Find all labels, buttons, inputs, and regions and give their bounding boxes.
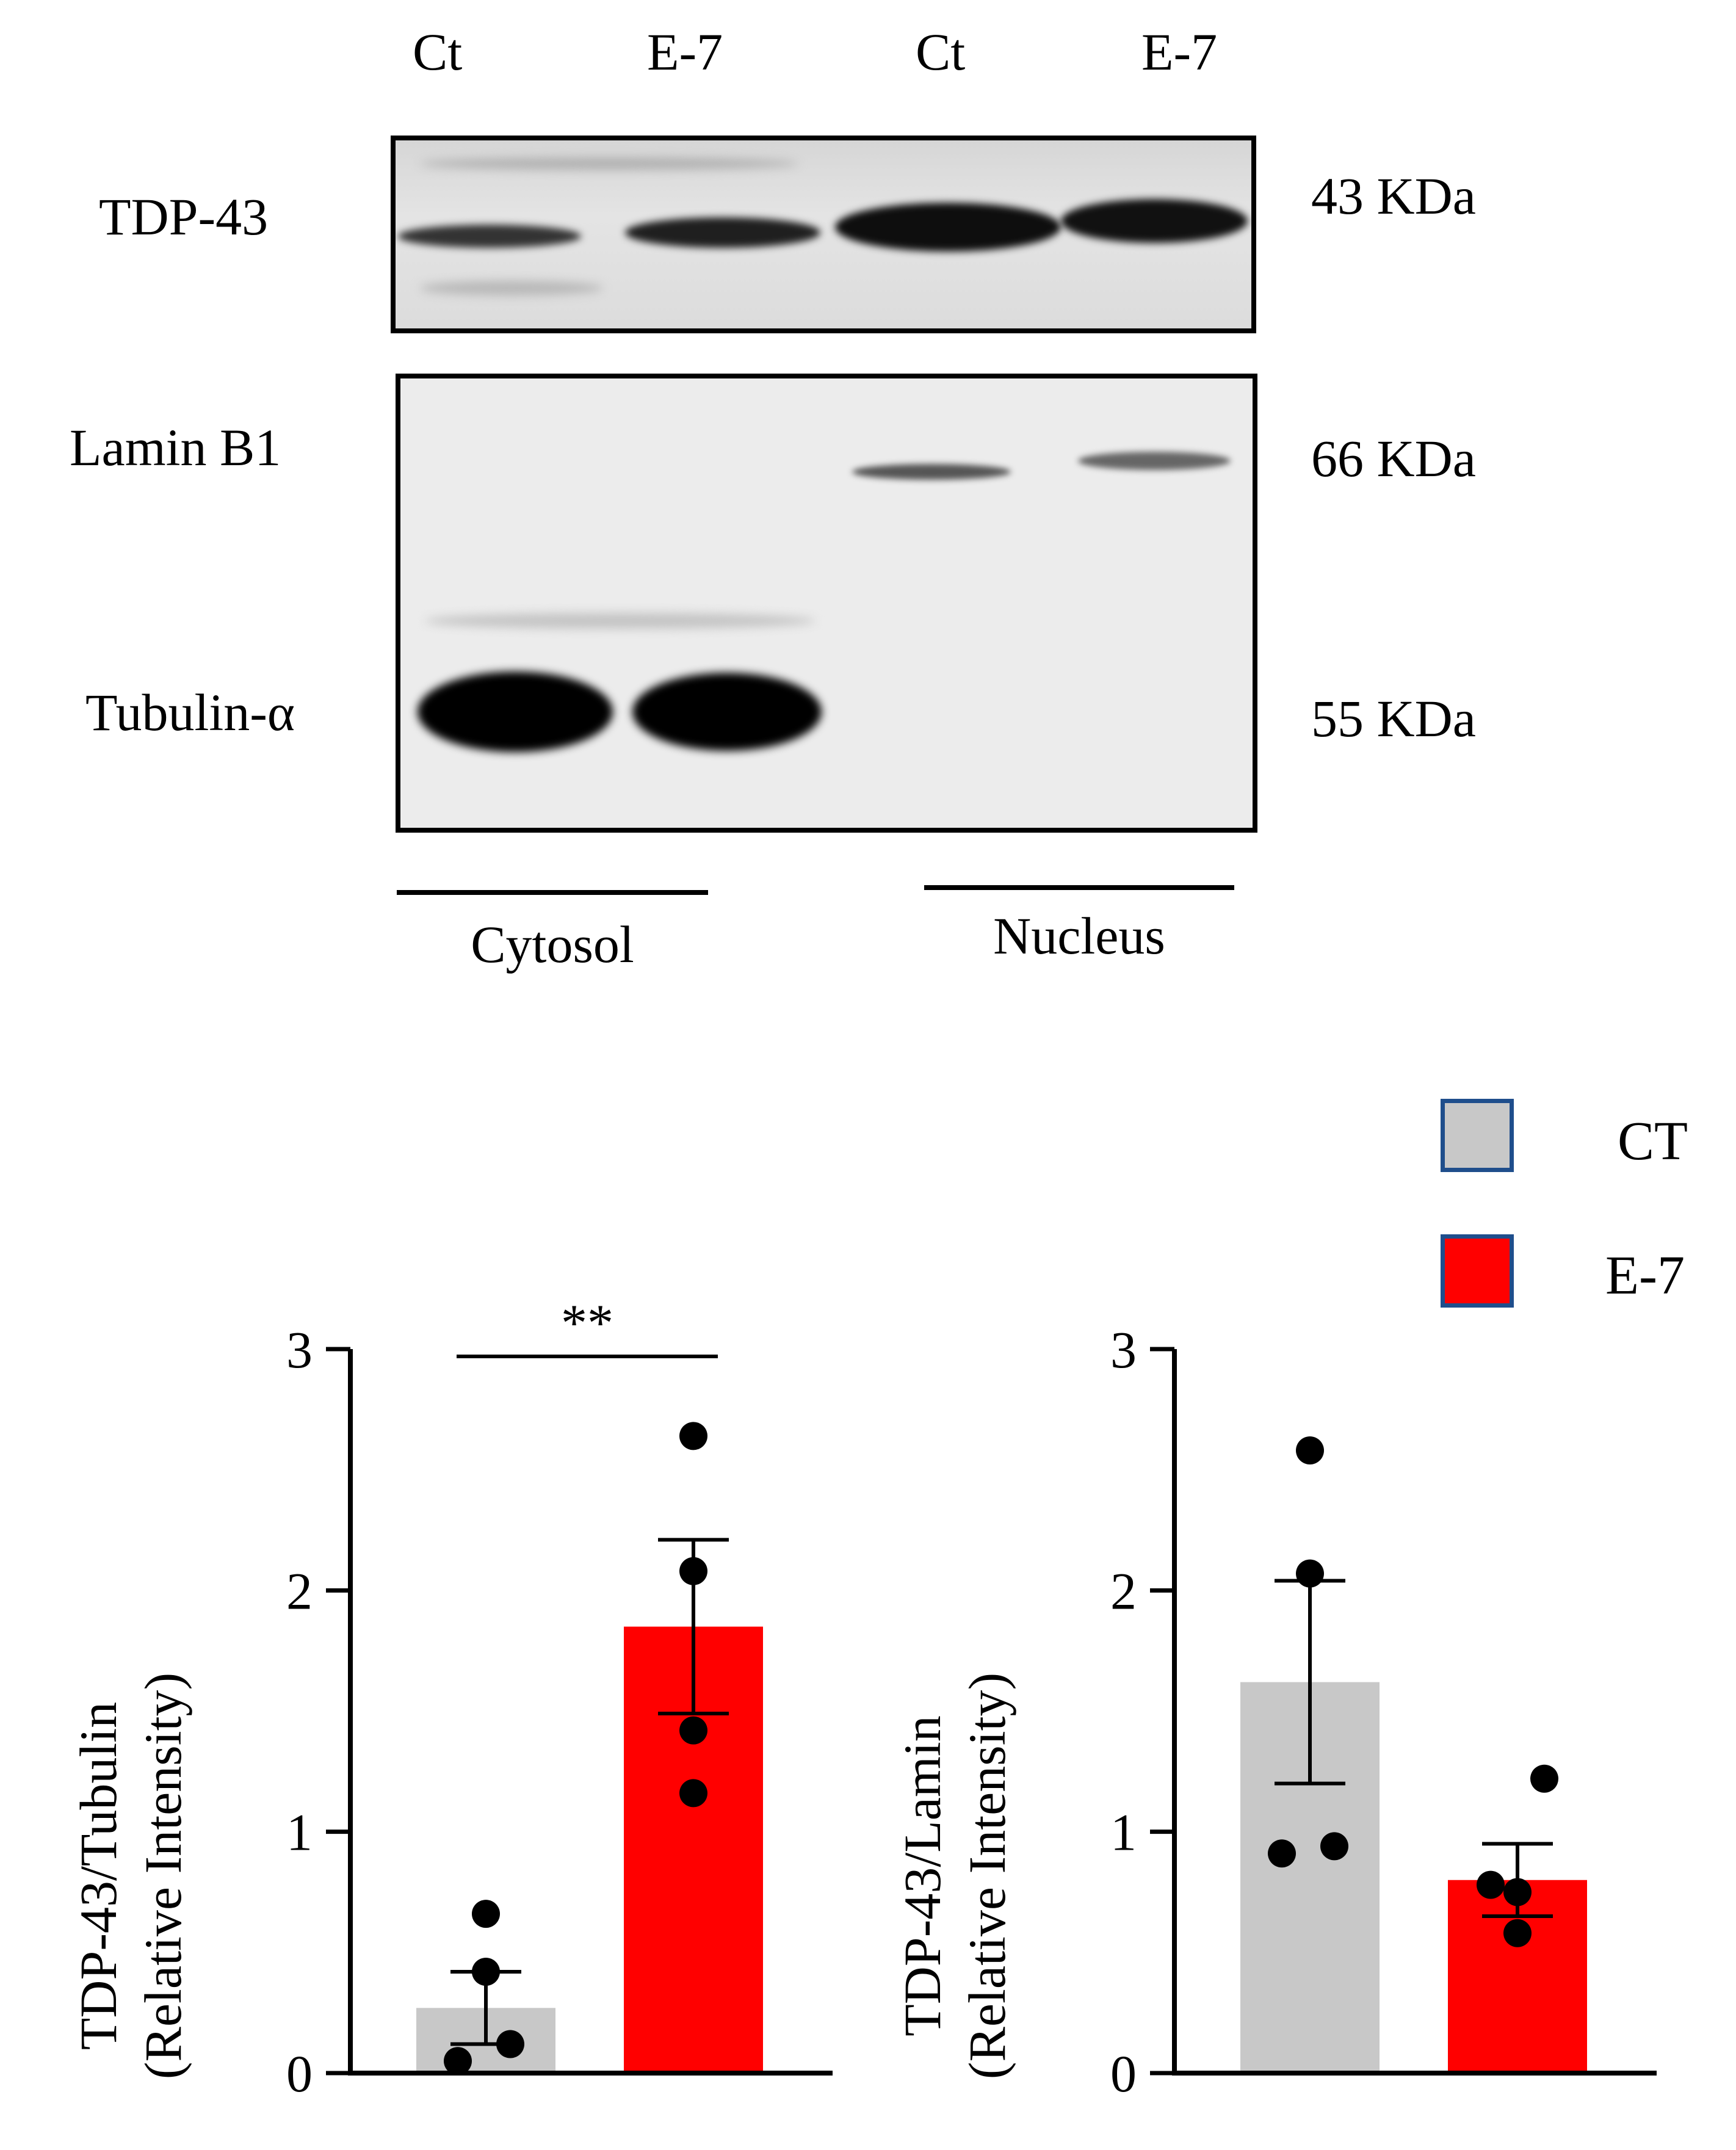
data-point-e-7 [679, 1716, 707, 1745]
y-tick-label: 3 [286, 1320, 313, 1379]
data-point-e-7 [679, 1557, 707, 1585]
y-tick-label: 2 [1110, 1562, 1137, 1620]
data-point-ct [1320, 1832, 1348, 1861]
nucleus-bracket-line [924, 885, 1234, 890]
data-point-ct [1296, 1559, 1324, 1588]
fraction-label-cytosol: Cytosol [471, 915, 634, 974]
data-point-e-7 [1503, 1878, 1532, 1906]
legend-swatch-ct [1441, 1099, 1514, 1172]
y-axis-title-line1: TDP-43/Tubulin [69, 1702, 128, 2050]
significance-label: ** [561, 1294, 613, 1352]
band-tubulin-faint [425, 613, 816, 629]
data-point-ct [1296, 1436, 1324, 1465]
data-point-ct [496, 2030, 524, 2058]
chart-2: 0 1 2 3 TDP-43/Lamin (Relative Intensity) [893, 1320, 1657, 2103]
data-point-ct [444, 2047, 472, 2076]
lane-label-e7-2: E-7 [1141, 23, 1218, 81]
row-label-lamin-b1: Lamin B1 [70, 418, 281, 477]
band-tdp43-ct-cytosol [398, 225, 581, 248]
lane-label-ct-1: Ct [413, 23, 463, 81]
data-point-e-7 [679, 1779, 707, 1808]
band-faint-lower [420, 281, 603, 295]
lane-label-e7-1: E-7 [647, 23, 723, 81]
legend-swatch-e7 [1441, 1234, 1514, 1308]
row-label-tubulin: Tubulin-α [85, 683, 295, 742]
kda-label-66: 66 KDa [1311, 429, 1476, 488]
kda-label-55: 55 KDa [1311, 689, 1476, 748]
y-tick-label: 1 [1110, 1803, 1137, 1862]
band-lamin-e7-nucleus [1078, 452, 1231, 470]
band-tdp43-e7-cytosol [625, 217, 820, 248]
data-point-e-7 [1477, 1870, 1505, 1899]
y-tick-label: 1 [286, 1803, 313, 1862]
legend-label-e7: E-7 [1605, 1245, 1685, 1306]
band-tdp43-ct-nucleus [835, 203, 1061, 252]
y-axis-title-line1: TDP-43/Lamin [893, 1715, 952, 2036]
row-label-tdp43: TDP-43 [99, 187, 269, 246]
y-axis-title-line2: (Relative Intensity) [134, 1673, 192, 2079]
band-tubulin-e7-cytosol [632, 673, 822, 751]
cytosol-bracket-line [397, 890, 708, 895]
band-lamin-ct-nucleus [852, 464, 1011, 480]
kda-label-43: 43 KDa [1311, 167, 1476, 225]
data-point-e-7 [679, 1422, 707, 1450]
legend-label-ct: CT [1618, 1111, 1688, 1171]
data-point-ct [472, 1957, 500, 1986]
y-tick-label: 2 [286, 1562, 313, 1620]
legend: CT E-7 [1441, 1099, 1703, 1312]
y-tick-label: 0 [286, 2044, 313, 2103]
chart-1: 0 1 2 3 TDP-43/Tubulin (Relative Intensity) ** [69, 1294, 833, 2103]
data-point-e-7 [1530, 1764, 1558, 1793]
blot-panel-tdp43 [391, 136, 1256, 333]
fraction-label-nucleus: Nucleus [993, 907, 1165, 965]
y-tick-label: 3 [1110, 1320, 1137, 1379]
band-tubulin-ct-cytosol [418, 671, 613, 752]
data-point-ct [1268, 1839, 1296, 1868]
data-point-e-7 [1503, 1919, 1532, 1947]
band-faint-upper [420, 157, 798, 170]
y-tick-label: 0 [1110, 2044, 1137, 2103]
band-tdp43-e7-nucleus [1061, 199, 1248, 243]
y-axis-title-line2: (Relative Intensity) [958, 1673, 1016, 2079]
lane-label-ct-2: Ct [916, 23, 966, 81]
blot-panel-lamin-tubulin [396, 374, 1257, 833]
data-point-ct [472, 1900, 500, 1928]
